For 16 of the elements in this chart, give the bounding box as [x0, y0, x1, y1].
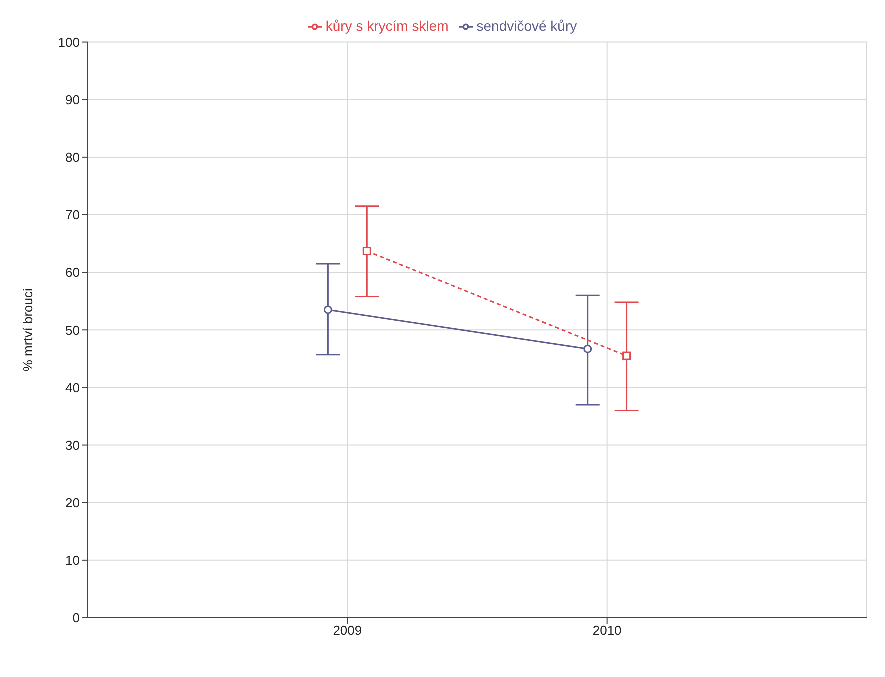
legend-label: sendvičové kůry [476, 18, 578, 34]
y-tick-label: 90 [66, 92, 80, 108]
y-tick-label: 60 [66, 265, 80, 280]
y-tick-label: 50 [66, 322, 80, 338]
y-tick-label: 10 [66, 553, 80, 568]
y-tick-label: 100 [58, 34, 80, 50]
y-tick-label: 40 [66, 380, 80, 396]
x-tick-label: 2010 [592, 623, 622, 638]
y-tick-label: 20 [66, 495, 80, 510]
y-tick-label: 0 [72, 610, 80, 626]
y-tick-label: 30 [66, 438, 80, 453]
x-tick-label: 2009 [333, 623, 362, 638]
y-tick-label: 80 [66, 150, 80, 166]
y-axis-title: % mrtví brouci [20, 288, 36, 372]
y-tick-label: 70 [66, 208, 80, 223]
legend-label: kůry s krycím sklem [326, 18, 449, 34]
